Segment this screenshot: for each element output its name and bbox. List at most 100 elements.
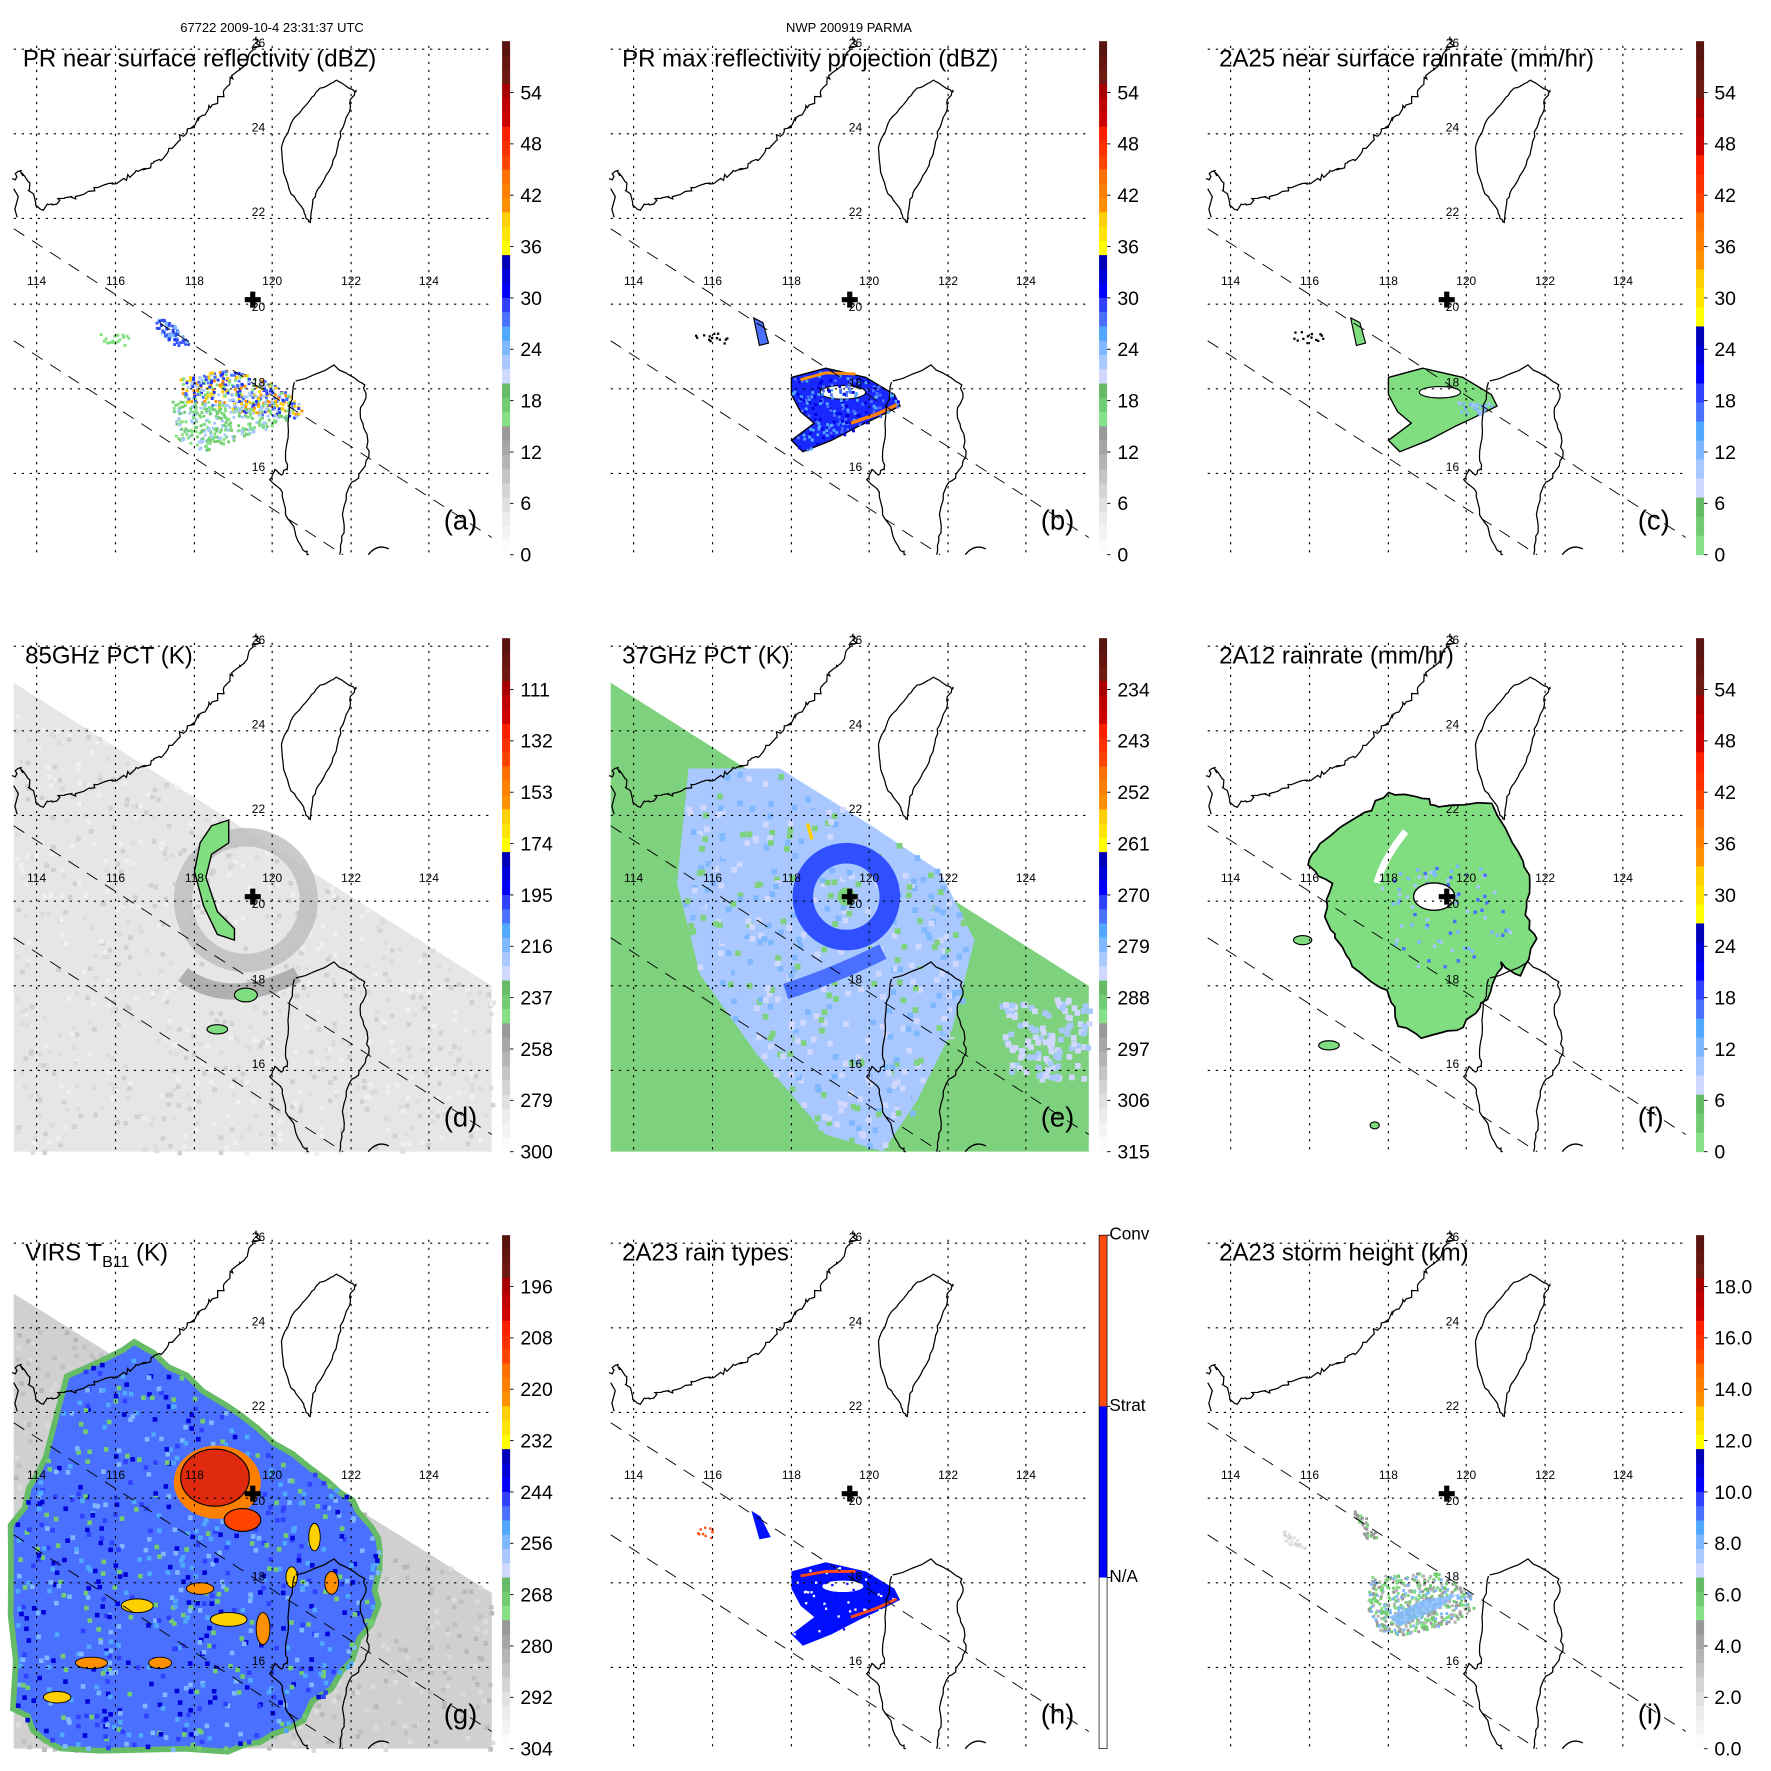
precip-pixel — [21, 1604, 26, 1610]
precip-pixel — [184, 427, 188, 431]
precip-pixel — [460, 1692, 466, 1697]
precip-pixel — [128, 935, 133, 940]
precip-pixel — [123, 344, 127, 347]
precip-pixel — [1448, 931, 1453, 935]
precip-pixel — [364, 1094, 369, 1100]
precip-pixel — [370, 1563, 376, 1569]
precip-pixel — [810, 809, 816, 816]
precip-pixel — [80, 1513, 85, 1519]
longitude-label: 118 — [185, 274, 204, 288]
island-coastline — [964, 546, 987, 556]
precip-pixel — [419, 1140, 424, 1145]
precip-pixel — [178, 406, 182, 410]
precip-pixel — [325, 1055, 330, 1061]
precip-pixel — [309, 1604, 314, 1609]
precip-pixel — [287, 1478, 293, 1484]
colorbar-label: 48 — [520, 134, 542, 156]
precip-pixel — [762, 1013, 769, 1020]
precip-pixel — [174, 403, 178, 407]
precip-pixel — [1421, 1624, 1425, 1628]
precip-pixel — [296, 1553, 302, 1558]
precip-pixel — [1437, 939, 1441, 943]
precip-pixel — [407, 1667, 413, 1673]
precip-pixel — [69, 843, 75, 848]
precip-pixel — [248, 1678, 253, 1683]
precip-pixel — [1456, 1594, 1460, 1598]
precip-pixel — [901, 944, 908, 950]
precip-pixel — [821, 1009, 828, 1016]
precip-pixel — [798, 380, 802, 384]
precip-pixel — [64, 1330, 70, 1336]
precip-pixel — [215, 410, 219, 414]
colorbar-bin — [502, 198, 511, 213]
precip-pixel — [1413, 1629, 1417, 1633]
precip-pixel — [29, 1004, 35, 1010]
colorbar-bin — [1099, 226, 1108, 242]
precip-pixel — [213, 408, 217, 412]
precip-pixel — [1479, 410, 1483, 414]
colorbar-bin — [502, 1292, 511, 1307]
precip-pixel — [191, 385, 195, 389]
precip-pixel — [1375, 1622, 1379, 1626]
precip-pixel — [445, 1631, 450, 1637]
precip-pixel — [208, 406, 212, 410]
precip-pixel — [41, 1546, 47, 1551]
island-coastline — [1561, 1143, 1584, 1153]
colorbar-bin — [1696, 695, 1705, 715]
longitude-label: 114 — [1221, 274, 1240, 288]
precip-pixel — [451, 1604, 457, 1610]
precip-pixel — [745, 918, 752, 925]
precip-pixel — [893, 1057, 900, 1063]
precip-pixel — [67, 1464, 73, 1469]
precip-pixel — [223, 1746, 229, 1752]
precip-pixel — [1032, 1054, 1039, 1060]
precip-pixel — [807, 398, 811, 402]
precip-pixel — [1393, 1611, 1397, 1615]
precip-pixel — [184, 420, 188, 424]
precip-pixel — [686, 806, 693, 813]
precip-pixel — [99, 1535, 105, 1541]
precip-pixel — [232, 1434, 238, 1440]
precip-pixel — [826, 405, 830, 409]
precip-pixel — [78, 1421, 84, 1427]
orbit-time-header: 67722 2009-10-4 23:31:37 UTC — [180, 20, 364, 35]
precip-pixel — [803, 1591, 807, 1594]
precip-pixel — [61, 1715, 66, 1720]
precip-pixel — [240, 402, 244, 406]
precip-pixel — [709, 340, 712, 343]
precip-pixel — [71, 1026, 77, 1032]
precip-pixel — [307, 1091, 313, 1097]
precip-pixel — [48, 892, 54, 898]
precip-pixel — [202, 1521, 207, 1527]
colorbar-bin — [502, 837, 511, 853]
colorbar-bin — [502, 1023, 511, 1039]
precip-pixel — [196, 388, 199, 392]
precip-pixel — [389, 1040, 395, 1045]
precip-pixel — [116, 1022, 121, 1028]
precip-pixel — [330, 905, 336, 911]
precip-pixel — [337, 1150, 342, 1155]
precip-pixel — [134, 803, 140, 809]
precip-pixel — [142, 1147, 148, 1153]
colorbar-bin — [1099, 297, 1108, 313]
precip-pixel — [856, 398, 859, 402]
precip-pixel — [301, 1491, 307, 1497]
precip-pixel — [1453, 919, 1457, 924]
precip-pixel — [790, 912, 796, 919]
precip-pixel — [703, 334, 706, 337]
precip-pixel — [101, 1596, 106, 1602]
precip-pixel — [196, 1099, 202, 1104]
precip-pixel — [201, 381, 205, 385]
precip-pixel — [920, 1077, 927, 1084]
precip-pixel — [464, 1077, 470, 1082]
colorbar-label: 24 — [1714, 936, 1736, 958]
precip-pixel — [852, 409, 856, 413]
precip-pixel — [185, 381, 189, 385]
precip-pixel — [181, 383, 185, 386]
precip-pixel — [102, 339, 106, 343]
precip-pixel — [746, 1002, 753, 1009]
precip-pixel — [210, 1441, 216, 1447]
precip-pixel — [92, 1568, 98, 1574]
precip-pixel — [298, 1103, 304, 1109]
precip-pixel — [254, 1065, 259, 1070]
